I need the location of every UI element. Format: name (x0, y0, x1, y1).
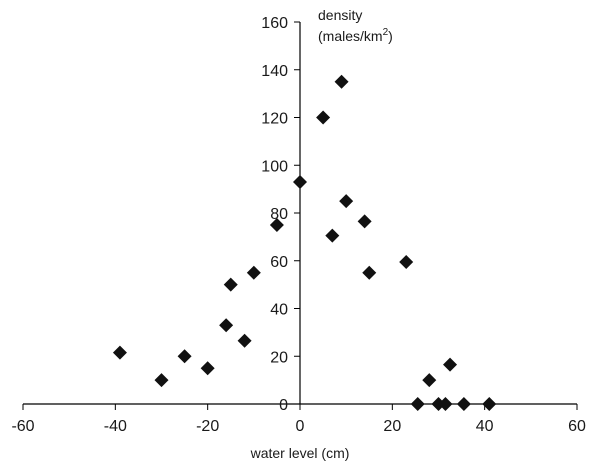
y-tick-label: 140 (261, 63, 288, 80)
data-point (410, 397, 425, 411)
data-point (339, 194, 354, 209)
y-axis-unit-suffix: ) (388, 28, 393, 44)
x-tick-label: 0 (296, 418, 305, 435)
y-ticks: 0 20 40 60 80 100 120 140 160 (261, 15, 300, 414)
y-tick-label: 20 (270, 349, 288, 366)
data-point (438, 397, 453, 411)
data-point (334, 74, 349, 89)
y-tick-label: 40 (270, 302, 288, 319)
y-axis-unit-superscript: 2 (383, 27, 389, 38)
data-point (456, 397, 471, 411)
x-tick-label: 20 (383, 418, 401, 435)
data-point (482, 397, 497, 411)
x-tick-label: -60 (11, 418, 34, 435)
x-tick-label: -20 (196, 418, 219, 435)
data-point (357, 214, 372, 229)
data-point (223, 277, 238, 292)
data-point (219, 318, 234, 333)
x-ticks: -60 -40 -20 0 20 40 60 (11, 404, 586, 435)
x-tick-label: -40 (104, 418, 127, 435)
data-point (422, 373, 437, 388)
data-point (154, 373, 169, 388)
data-point (399, 254, 414, 269)
y-tick-label: 100 (261, 158, 288, 175)
x-tick-label: 40 (476, 418, 494, 435)
y-tick-label: 120 (261, 111, 288, 128)
x-axis-title: water level (cm) (250, 445, 350, 461)
y-tick-label: 80 (270, 206, 288, 223)
y-tick-label: 160 (261, 15, 288, 32)
y-tick-label: 0 (279, 397, 288, 414)
y-tick-label: 60 (270, 254, 288, 271)
data-point (293, 174, 307, 189)
data-point (237, 333, 252, 348)
data-point (112, 345, 127, 360)
y-axis-unit-prefix: (males/km (318, 28, 383, 44)
data-points (112, 74, 497, 411)
y-axis-title-line2: (males/km2) (318, 27, 393, 44)
data-point (362, 265, 377, 280)
data-point (177, 349, 192, 364)
data-point (269, 217, 284, 232)
data-point (246, 265, 261, 280)
data-point (325, 228, 340, 243)
x-tick-label: 60 (568, 418, 586, 435)
data-point (443, 357, 458, 372)
y-axis-title-line1: density (318, 7, 362, 23)
data-point (316, 110, 331, 125)
data-point (200, 361, 215, 376)
